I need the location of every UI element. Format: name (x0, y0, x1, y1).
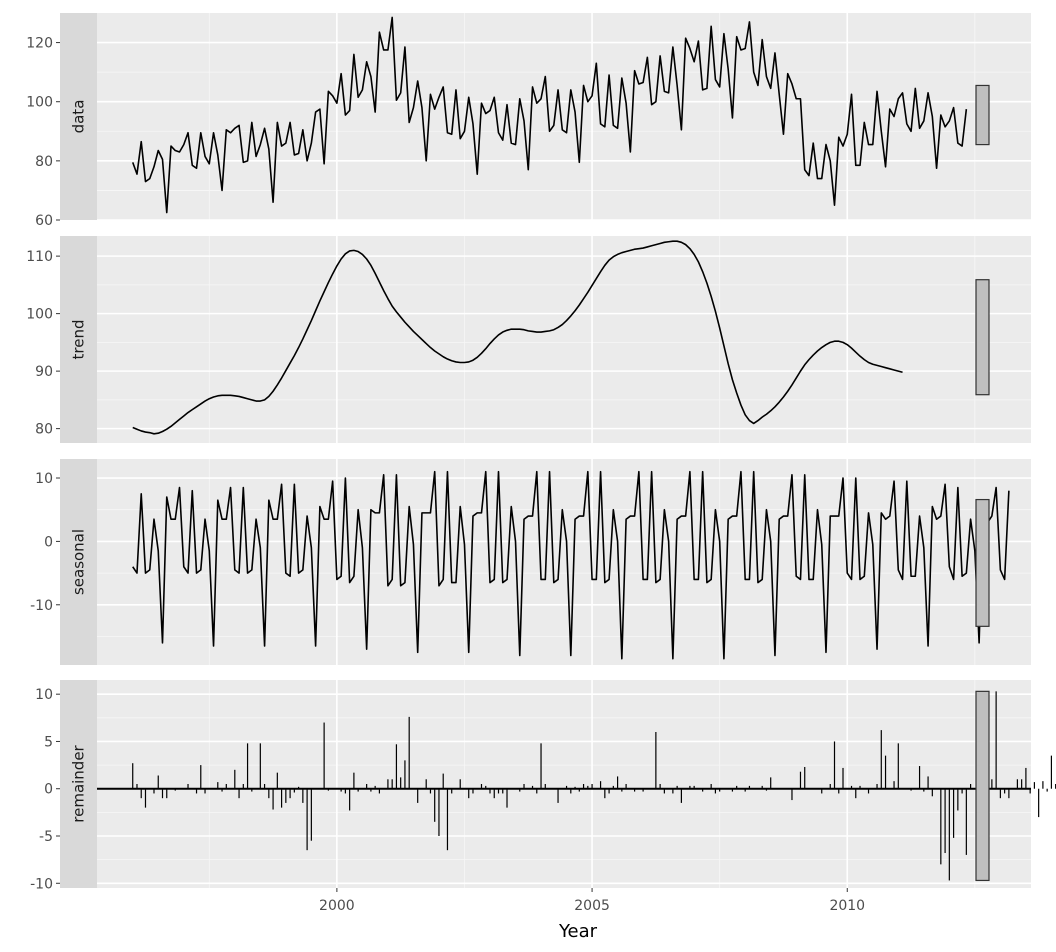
strip-label-trend: trend (70, 320, 88, 360)
y-tick-label-remainder: -5 (39, 829, 53, 845)
y-tick-label-remainder: -10 (30, 876, 53, 892)
x-tick-label: 2010 (829, 898, 865, 914)
series-line-data (131, 16, 968, 214)
y-tick-label-data: 100 (26, 95, 53, 111)
y-tick-label-remainder: 5 (44, 734, 53, 750)
y-tick-label-seasonal: 0 (44, 534, 53, 550)
strip-label-data: data (70, 100, 88, 134)
strip-label-seasonal: seasonal (70, 529, 88, 595)
strip-seasonal (60, 459, 97, 665)
series-line-trend (132, 240, 903, 435)
strip-remainder (60, 680, 97, 888)
y-tick-label-data: 120 (26, 36, 53, 52)
strip-label-remainder: remainder (70, 744, 88, 822)
y-tick-label-trend: 80 (35, 422, 53, 438)
series-line-seasonal (132, 470, 1010, 660)
range-bar-trend (975, 279, 990, 396)
y-tick-label-remainder: 0 (44, 782, 53, 798)
range-bar-remainder (975, 690, 990, 882)
strip-trend (60, 236, 97, 443)
range-bar-data (975, 84, 990, 146)
x-tick-label: 2005 (574, 898, 610, 914)
panel-seasonal-background (97, 459, 1031, 665)
y-tick-label-data: 60 (35, 213, 53, 229)
strip-data (60, 13, 97, 220)
panel-remainder-background (97, 680, 1031, 888)
x-axis-title: Year (558, 921, 598, 942)
y-tick-label-trend: 110 (26, 249, 53, 265)
range-bar-seasonal (975, 498, 990, 627)
x-tick-label: 2000 (319, 898, 355, 914)
y-tick-label-trend: 90 (35, 364, 53, 380)
y-tick-label-remainder: 10 (35, 687, 53, 703)
y-tick-label-data: 80 (35, 154, 53, 170)
panel-data-background (97, 13, 1031, 220)
panel-trend-background (97, 236, 1031, 443)
y-tick-label-trend: 100 (26, 307, 53, 323)
y-tick-label-seasonal: -10 (30, 598, 53, 614)
y-tick-label-seasonal: 10 (35, 471, 53, 487)
